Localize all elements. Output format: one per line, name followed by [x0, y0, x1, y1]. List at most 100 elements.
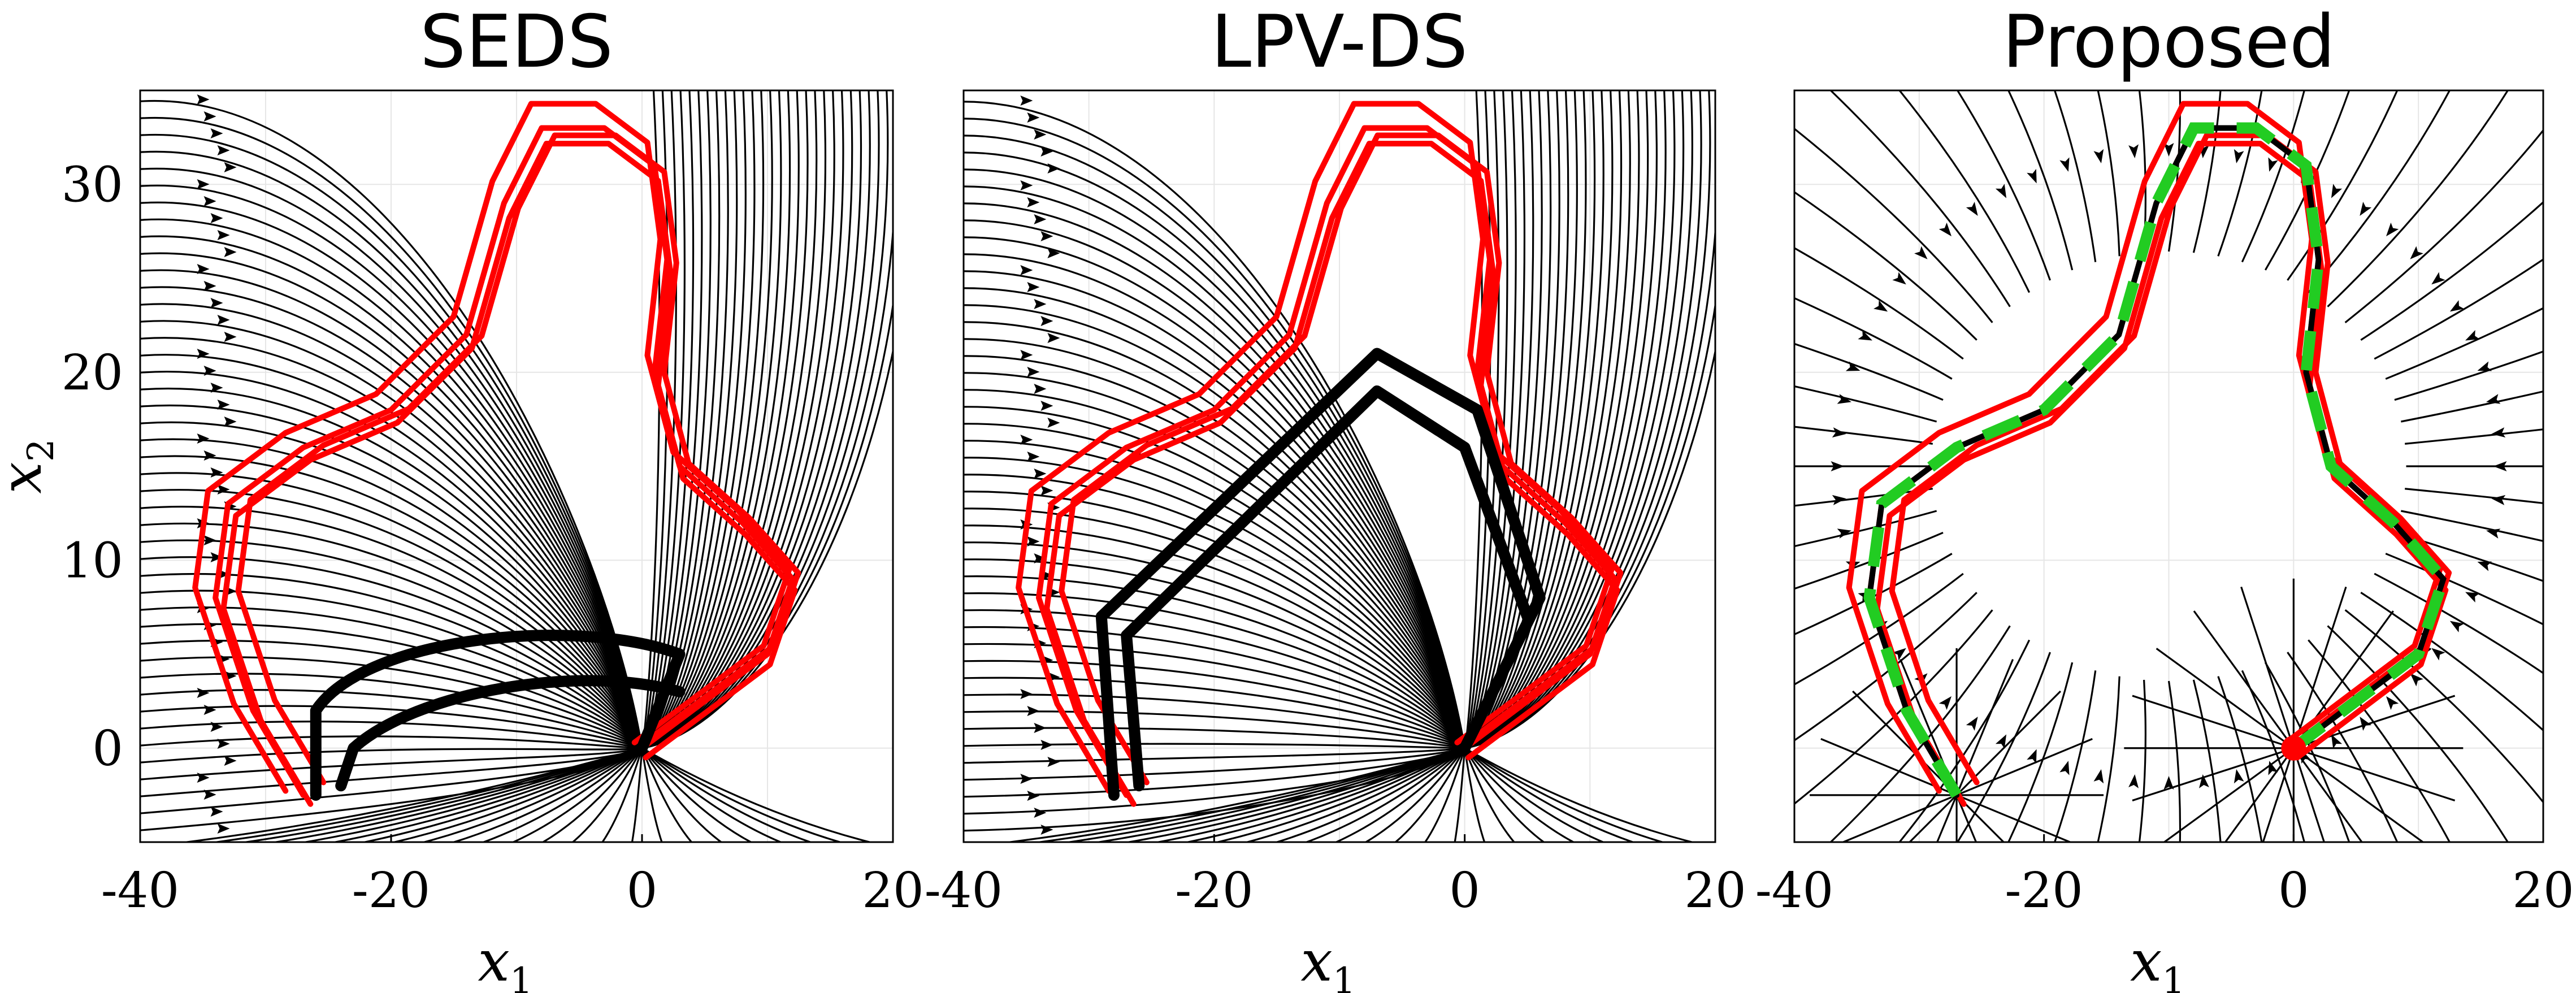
streamline — [964, 185, 1466, 749]
streamline — [1794, 426, 1933, 445]
flow-arrow — [1966, 717, 1978, 731]
flow-arrow — [2234, 769, 2244, 784]
streamline — [1794, 127, 1993, 323]
flow-arrow — [1914, 246, 1928, 259]
streamline — [641, 748, 663, 842]
streamline — [641, 747, 723, 842]
streamline — [2241, 670, 2305, 842]
flow-arrow — [2128, 144, 2139, 159]
streamline — [2293, 747, 2363, 842]
streamline — [1464, 747, 1666, 842]
flow-arrow — [2331, 734, 2343, 749]
streamline — [1956, 90, 2052, 281]
streamline — [140, 656, 643, 749]
x-tick-label: -40 — [1755, 862, 1834, 919]
flow-arrow — [1034, 723, 1047, 733]
streamline — [1794, 553, 1953, 636]
flow-arrow — [1020, 774, 1033, 784]
streamline — [601, 748, 643, 842]
streamline — [420, 747, 643, 842]
streamline — [2241, 90, 2305, 263]
flow-arrow — [217, 230, 230, 240]
demonstration-curve — [1059, 132, 1624, 786]
flow-arrow — [217, 315, 230, 325]
streamline — [1243, 747, 1465, 842]
streamline — [450, 747, 643, 842]
flow-arrow — [1034, 129, 1047, 140]
streamline — [641, 747, 874, 842]
flow-arrow — [2486, 528, 2501, 539]
flow-arrow — [217, 400, 230, 410]
streamline — [964, 592, 1465, 749]
x-tick-label: -40 — [925, 862, 1003, 919]
streamline — [2292, 748, 2326, 842]
streamline — [2385, 307, 2543, 380]
streamline — [1464, 747, 1606, 842]
streamline — [2097, 90, 2120, 257]
flow-arrow — [197, 773, 210, 783]
streamline — [2293, 747, 2425, 842]
streamline — [1274, 747, 1465, 842]
streamline — [964, 423, 1466, 749]
streamline — [641, 299, 893, 749]
streamline — [1794, 190, 1977, 341]
streamline — [1794, 510, 1937, 548]
flow-arrow — [1047, 163, 1060, 174]
streamline — [964, 474, 1466, 749]
demonstrations — [1016, 101, 1624, 807]
streamline — [964, 440, 1466, 749]
panel-title: LPV-DS — [1211, 0, 1468, 84]
flow-arrow — [2491, 495, 2506, 505]
streamline — [1936, 795, 1958, 842]
streamline — [1898, 90, 2031, 293]
reproduction-curve — [335, 675, 686, 792]
x-tick-label: 0 — [1449, 862, 1480, 919]
flow-arrow — [2410, 246, 2423, 259]
reproduction-curve — [310, 630, 686, 801]
flow-arrow — [217, 484, 230, 495]
axes-frame — [1793, 89, 2544, 843]
flow-arrow — [1040, 146, 1053, 157]
streamline — [1394, 747, 1466, 842]
flow-arrow — [224, 756, 237, 766]
streamline — [1464, 747, 1546, 842]
flow-arrow — [1040, 231, 1053, 241]
streamline — [1033, 747, 1465, 842]
flow-arrow — [217, 739, 230, 749]
streamline — [140, 735, 643, 749]
streamline — [1794, 342, 1944, 401]
x-tick-label: 20 — [862, 862, 923, 919]
streamline — [964, 372, 1466, 749]
demonstration-curve — [220, 141, 798, 807]
y-axis-label: x2 — [0, 439, 62, 493]
x-axis-label-main: x — [2130, 928, 2162, 993]
streamline — [140, 269, 643, 749]
streamline — [481, 747, 643, 842]
streamline — [1794, 297, 1953, 380]
demonstration-curve — [1016, 101, 1615, 794]
streamline — [1955, 795, 1977, 842]
flow-arrow — [1027, 791, 1040, 801]
streamline — [2264, 90, 2351, 271]
streamline — [964, 743, 1465, 749]
streamline — [1364, 747, 1465, 842]
flow-arrow — [1995, 734, 2007, 749]
streamline — [2308, 90, 2451, 293]
streamline — [2308, 639, 2451, 842]
streamline — [964, 355, 1466, 749]
flow-arrow — [210, 806, 223, 817]
streamline — [2240, 586, 2295, 749]
flow-arrow — [210, 552, 223, 562]
x-axis-label-main: x — [478, 928, 509, 993]
flow-arrow — [1027, 112, 1040, 123]
flow-arrow — [197, 179, 210, 189]
flow-arrow — [1938, 696, 1951, 710]
flow-arrow — [2493, 461, 2507, 471]
x-tick-label: -40 — [101, 862, 180, 919]
flow-arrow — [2059, 761, 2070, 775]
reproduction-curve — [1121, 385, 1533, 792]
flow-arrow — [1020, 689, 1033, 699]
flow-arrow — [1047, 248, 1060, 258]
streamline — [1794, 573, 1964, 686]
streamline — [270, 747, 643, 842]
